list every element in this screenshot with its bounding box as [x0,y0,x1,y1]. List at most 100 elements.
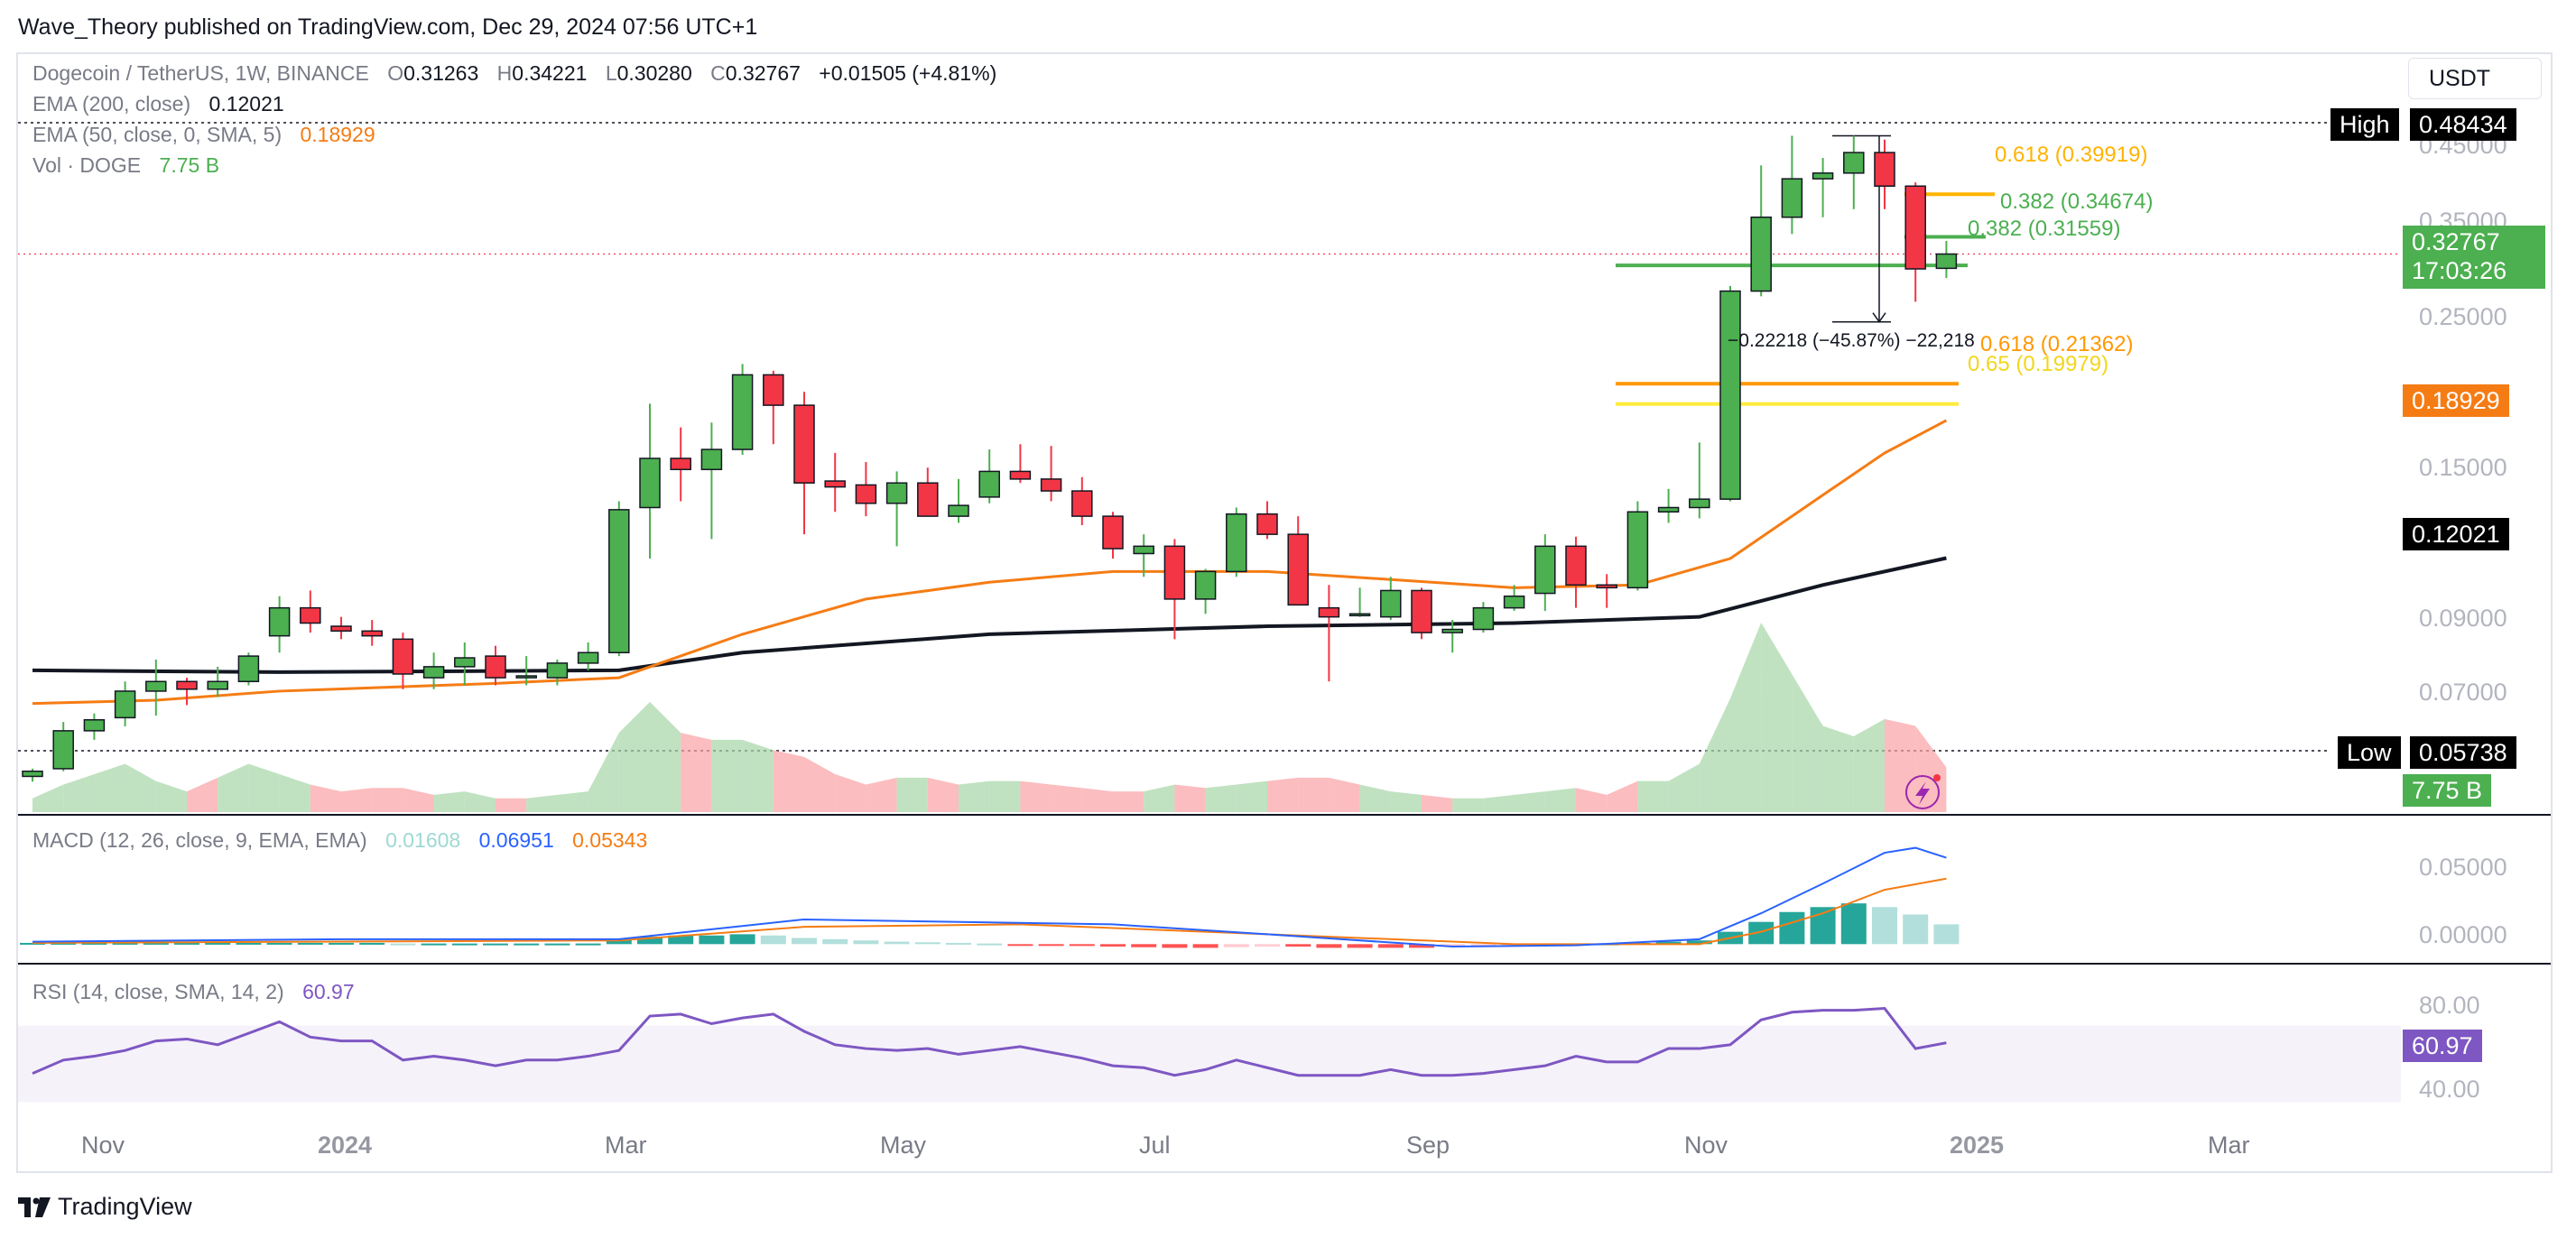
macd-histogram-bar [1316,944,1342,948]
volume-bar [310,784,341,812]
tradingview-brand: TradingView [58,1193,192,1220]
macd-histogram-bar [1347,944,1373,948]
currency-label: USDT [2429,65,2491,91]
volume-bar [1544,788,1576,812]
macd-axis-label: 0.05000 [2419,854,2507,881]
candle-up [1781,178,1803,218]
macd-histogram-bar [946,942,971,945]
macd-histogram-bar [483,943,508,946]
alert-dot [1933,774,1941,781]
volume-bar [681,733,712,812]
measure-label: −0.22218 (−45.87%) −22,218 [1728,330,1975,351]
macd-histogram-bar [1192,944,1219,948]
macd-legend[interactable]: MACD (12, 26, close, 9, EMA, EMA) 0.0160… [32,828,647,853]
candle-down [793,404,815,484]
macd-histogram-bar [853,940,879,945]
low-value: 0.30280 [616,61,692,85]
volume-bar [1576,788,1608,812]
volume-bar [279,774,310,812]
macd-histogram-bar [421,943,447,946]
last-price-value: 0.32767 [2412,228,2500,255]
ema200-legend[interactable]: EMA (200, close) 0.12021 [32,92,284,116]
candle-down [1163,545,1186,600]
macd-histogram-bar [544,943,570,946]
candle-up [237,655,260,683]
macd-histogram-bar [51,942,77,945]
candle-up [577,651,599,664]
macd-histogram-bar [1409,944,1434,948]
macd-histogram-bar [81,942,107,945]
candle-up [83,718,106,732]
volume-bar [403,788,434,812]
time-axis-label: Nov [1684,1132,1728,1159]
candle-up [1503,595,1525,609]
ema200-line [32,556,1947,674]
macd-histogram-bar [637,937,663,945]
candle-down [1596,584,1617,589]
publisher-credit: Wave_Theory published on TradingView.com… [18,14,758,40]
volume-bar [927,777,959,812]
rsi-legend[interactable]: RSI (14, close, SMA, 14, 2) 60.97 [32,980,355,1004]
candle-down [1071,490,1093,517]
rsi-line [32,1007,1947,1077]
ema50-line [32,419,1948,706]
rsi-value-tag: 60.97 [2403,1030,2482,1062]
macd-histogram-bar [699,935,725,945]
volume-bar [63,774,95,812]
measure-arrowhead [1872,312,1886,324]
time-axis-label: Mar [2208,1132,2250,1159]
candle-up [22,770,43,778]
ema50-legend[interactable]: EMA (50, close, 0, SMA, 5) 0.18929 [32,123,375,147]
volume-bar [1390,791,1422,812]
rsi-label: RSI (14, close, SMA, 14, 2) [32,980,284,1003]
volume-bar [433,791,465,812]
high-price-tag: 0.48434 [2410,108,2516,141]
macd-line [32,846,1947,948]
volume-bar [1205,784,1237,812]
macd-histogram-bar [1440,944,1466,947]
ema50-label: EMA (50, close, 0, SMA, 5) [32,123,283,146]
macd-histogram-bar [1377,944,1404,948]
macd-histogram-bar [297,942,323,945]
currency-selector[interactable]: USDT [2408,58,2542,99]
macd-histogram-bar [1069,944,1095,947]
price-axis-label: 0.07000 [2419,679,2507,706]
volume-bar [1668,763,1700,812]
macd-histogram-bar [1131,944,1157,947]
candle-up [422,666,445,679]
volume-bar [526,794,558,812]
ema200-label: EMA (200, close) [32,92,191,115]
volume-bar [1483,794,1515,812]
candle-up [1226,513,1247,573]
macd-histogram-bar [792,938,817,945]
volume-bar [1051,784,1082,812]
candle-down [917,482,939,517]
volume-legend[interactable]: Vol · DOGE 7.75 B [32,153,219,178]
candle-down [1256,513,1278,535]
ema50-price-tag: 0.18929 [2403,384,2509,417]
volume-bar [959,781,990,812]
macd-histogram-bar [1255,944,1280,947]
candle-down [176,680,198,690]
macd-histogram-bar [1933,924,1960,945]
candle-up [546,662,569,679]
candle-up [1194,570,1217,600]
volume-bar [1452,798,1484,812]
macd-histogram-bar [266,942,292,945]
candle-up [978,470,1000,498]
volume-bar [1359,784,1391,812]
candle-up [948,504,969,517]
volume-bar [1699,698,1730,812]
macd-histogram-bar [390,943,416,946]
candle-down [1565,545,1587,587]
candle-up [207,680,228,690]
alert-lightning-icon [1915,781,1930,805]
tradingview-logo[interactable]: TradingView [18,1193,192,1221]
volume-bar [248,763,280,812]
macd-histogram-bar [112,942,138,945]
volume-bar [1514,791,1545,812]
close-label: C [710,61,726,85]
candle-up [608,509,630,653]
macd-label: MACD (12, 26, close, 9, EMA, EMA) [32,828,367,852]
